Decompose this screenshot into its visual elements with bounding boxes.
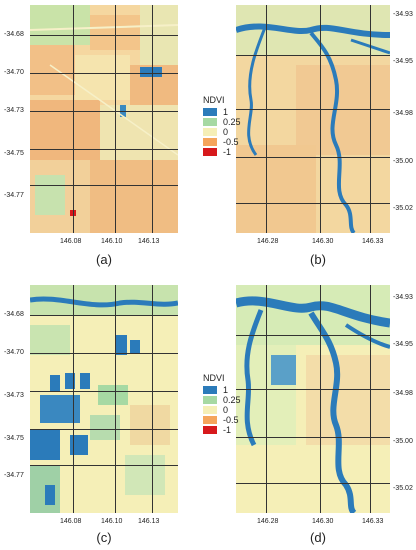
legend-label: 0 — [223, 405, 229, 415]
ndvi-raster-d — [236, 285, 390, 513]
legend-item: 0.25 — [203, 117, 241, 127]
legend-label: 1 — [223, 107, 229, 117]
lon-tick: 146.10 — [101, 518, 123, 525]
lat-tick: -34.93 — [393, 11, 413, 18]
legend-item: -0.5 — [203, 137, 241, 147]
lon-tick: 146.13 — [138, 518, 160, 525]
ndvi-legend-top: NDVI 1 0.25 0 -0.5 -1 — [203, 95, 241, 157]
lat-tick: -35.00 — [393, 158, 413, 165]
lat-tick: -34.70 — [4, 349, 24, 356]
lon-tick: 146.13 — [138, 238, 160, 245]
lat-tick: -35.02 — [393, 205, 413, 212]
lat-tick: -34.73 — [4, 392, 24, 399]
lon-tick: 146.28 — [257, 238, 279, 245]
legend-item: 0 — [203, 127, 241, 137]
lon-tick: 146.33 — [362, 518, 384, 525]
lon-tick: 146.33 — [362, 238, 384, 245]
ndvi-raster-b — [236, 5, 390, 233]
legend-item: -1 — [203, 147, 241, 157]
lat-tick: -35.02 — [393, 485, 413, 492]
legend-item: 0 — [203, 405, 241, 415]
lat-tick: -34.95 — [393, 58, 413, 65]
legend-label: -0.5 — [223, 137, 239, 147]
legend-label: -0.5 — [223, 415, 239, 425]
lat-tick: -34.73 — [4, 107, 24, 114]
lat-tick: -34.70 — [4, 69, 24, 76]
ndvi-raster-c — [30, 285, 178, 513]
map-panel-d — [236, 285, 390, 513]
lon-tick: 146.28 — [257, 518, 279, 525]
lon-tick: 146.08 — [60, 238, 82, 245]
lat-tick: -34.93 — [393, 294, 413, 301]
legend-label: 1 — [223, 385, 229, 395]
legend-item: -0.5 — [203, 415, 241, 425]
panel-caption-d: (d) — [310, 530, 326, 545]
lon-tick: 146.30 — [312, 238, 334, 245]
lat-tick: -34.77 — [4, 472, 24, 479]
ndvi-legend-bottom: NDVI 1 0.25 0 -0.5 -1 — [203, 373, 241, 435]
lon-tick: 146.10 — [101, 238, 123, 245]
panel-caption-a: (a) — [96, 252, 112, 267]
legend-item: 1 — [203, 107, 241, 117]
map-panel-c — [30, 285, 178, 513]
legend-label: -1 — [223, 425, 232, 435]
legend-label: -1 — [223, 147, 232, 157]
legend-label: 0 — [223, 127, 229, 137]
map-panel-a — [30, 5, 178, 233]
legend-item: -1 — [203, 425, 241, 435]
lat-tick: -34.95 — [393, 341, 413, 348]
panel-caption-b: (b) — [310, 252, 326, 267]
lat-tick: -34.98 — [393, 110, 413, 117]
panel-caption-c: (c) — [96, 530, 112, 545]
legend-label: 0.25 — [223, 117, 241, 127]
legend-item: 0.25 — [203, 395, 241, 405]
lat-tick: -34.75 — [4, 435, 24, 442]
lat-tick: -34.68 — [4, 31, 24, 38]
legend-item: 1 — [203, 385, 241, 395]
lat-tick: -34.68 — [4, 311, 24, 318]
map-panel-b — [236, 5, 390, 233]
lat-tick: -35.00 — [393, 438, 413, 445]
lon-tick: 146.08 — [60, 518, 82, 525]
lat-tick: -34.77 — [4, 192, 24, 199]
lon-tick: 146.30 — [312, 518, 334, 525]
ndvi-raster-a — [30, 5, 178, 233]
legend-label: 0.25 — [223, 395, 241, 405]
legend-title: NDVI — [203, 95, 225, 105]
lat-tick: -34.75 — [4, 150, 24, 157]
lat-tick: -34.98 — [393, 390, 413, 397]
legend-title: NDVI — [203, 373, 225, 383]
